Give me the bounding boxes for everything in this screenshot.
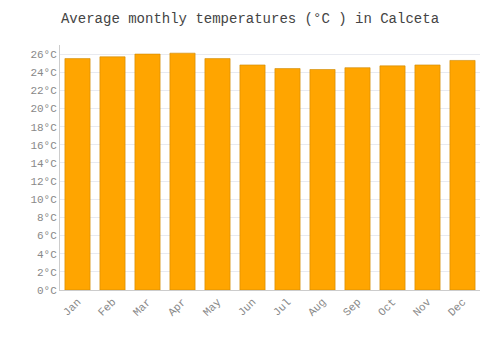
- svg-text:20°C: 20°C: [30, 103, 57, 115]
- svg-text:Aug: Aug: [306, 296, 328, 318]
- svg-text:Average monthly temperatures (: Average monthly temperatures (°C ) in Ca…: [61, 11, 439, 27]
- svg-text:22°C: 22°C: [30, 85, 57, 97]
- svg-text:Sep: Sep: [341, 296, 363, 318]
- svg-text:Jul: Jul: [271, 296, 293, 318]
- svg-text:18°C: 18°C: [30, 122, 57, 134]
- svg-text:24°C: 24°C: [30, 67, 57, 79]
- svg-text:14°C: 14°C: [30, 158, 57, 170]
- svg-text:6°C: 6°C: [37, 230, 57, 242]
- svg-text:0°C: 0°C: [37, 285, 57, 297]
- svg-text:May: May: [201, 296, 224, 319]
- svg-text:4°C: 4°C: [37, 249, 57, 261]
- svg-text:Jan: Jan: [61, 296, 83, 318]
- svg-text:Oct: Oct: [376, 296, 398, 318]
- svg-text:26°C: 26°C: [30, 49, 57, 61]
- svg-text:10°C: 10°C: [30, 194, 57, 206]
- svg-text:Apr: Apr: [166, 296, 188, 318]
- svg-text:Nov: Nov: [411, 296, 434, 319]
- svg-text:16°C: 16°C: [30, 140, 57, 152]
- svg-text:Jun: Jun: [236, 296, 258, 318]
- svg-text:Dec: Dec: [446, 296, 468, 318]
- svg-text:2°C: 2°C: [37, 267, 57, 279]
- svg-text:Feb: Feb: [96, 296, 118, 318]
- svg-text:8°C: 8°C: [37, 212, 57, 224]
- svg-text:12°C: 12°C: [30, 176, 57, 188]
- svg-text:Mar: Mar: [131, 296, 153, 318]
